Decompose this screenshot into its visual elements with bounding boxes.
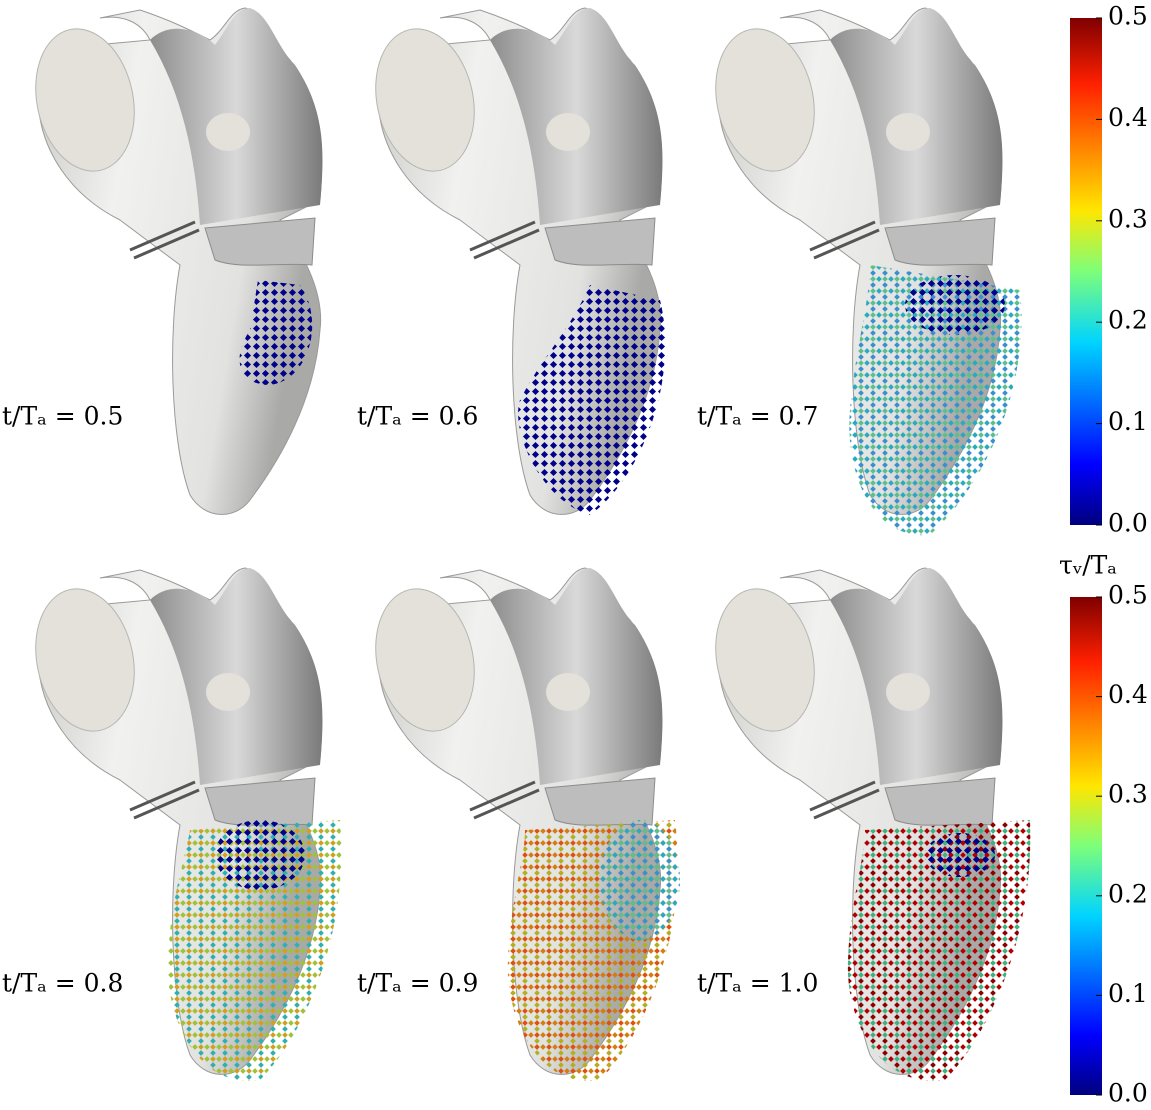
- panel-label: t/Tₐ = 0.7: [697, 402, 818, 431]
- particle-cloud: [925, 833, 995, 877]
- tick-label: 0.0: [1108, 509, 1148, 538]
- tick-label: 0.0: [1108, 1079, 1148, 1107]
- particle-cloud: [167, 820, 342, 1081]
- tick-label: 0.2: [1108, 879, 1148, 908]
- tick-label: 0.3: [1108, 780, 1148, 809]
- tick-label: 0.4: [1108, 103, 1148, 132]
- particle-cloud: [600, 820, 680, 940]
- particle-cloud: [905, 275, 1005, 335]
- panel-label: t/Tₐ = 0.6: [357, 402, 478, 431]
- particle-cloud: [847, 820, 1031, 1081]
- panel-label: t/Tₐ = 0.5: [2, 402, 123, 431]
- tick-label: 0.5: [1108, 2, 1148, 31]
- colorbar: [1070, 18, 1102, 525]
- tick-label: 0.1: [1108, 979, 1148, 1008]
- panel-label: t/Tₐ = 0.8: [2, 969, 123, 998]
- tick-label: 0.3: [1108, 204, 1148, 233]
- particle-cloud: [849, 265, 1022, 536]
- panel-label: t/Tₐ = 1.0: [697, 969, 818, 998]
- colorbar: [1070, 597, 1102, 1095]
- colorbar-label: τᵥ/Tₐ: [1059, 551, 1117, 580]
- tick-label: 0.5: [1108, 581, 1148, 610]
- heart-render: [21, 6, 324, 516]
- tick-label: 0.2: [1108, 306, 1148, 335]
- particle-cloud: [215, 820, 305, 890]
- particle-cloud: [239, 280, 313, 385]
- particle-cloud: [518, 285, 666, 515]
- tick-label: 0.4: [1108, 680, 1148, 709]
- panel-label: t/Tₐ = 0.9: [357, 969, 478, 998]
- tick-label: 0.1: [1108, 407, 1148, 436]
